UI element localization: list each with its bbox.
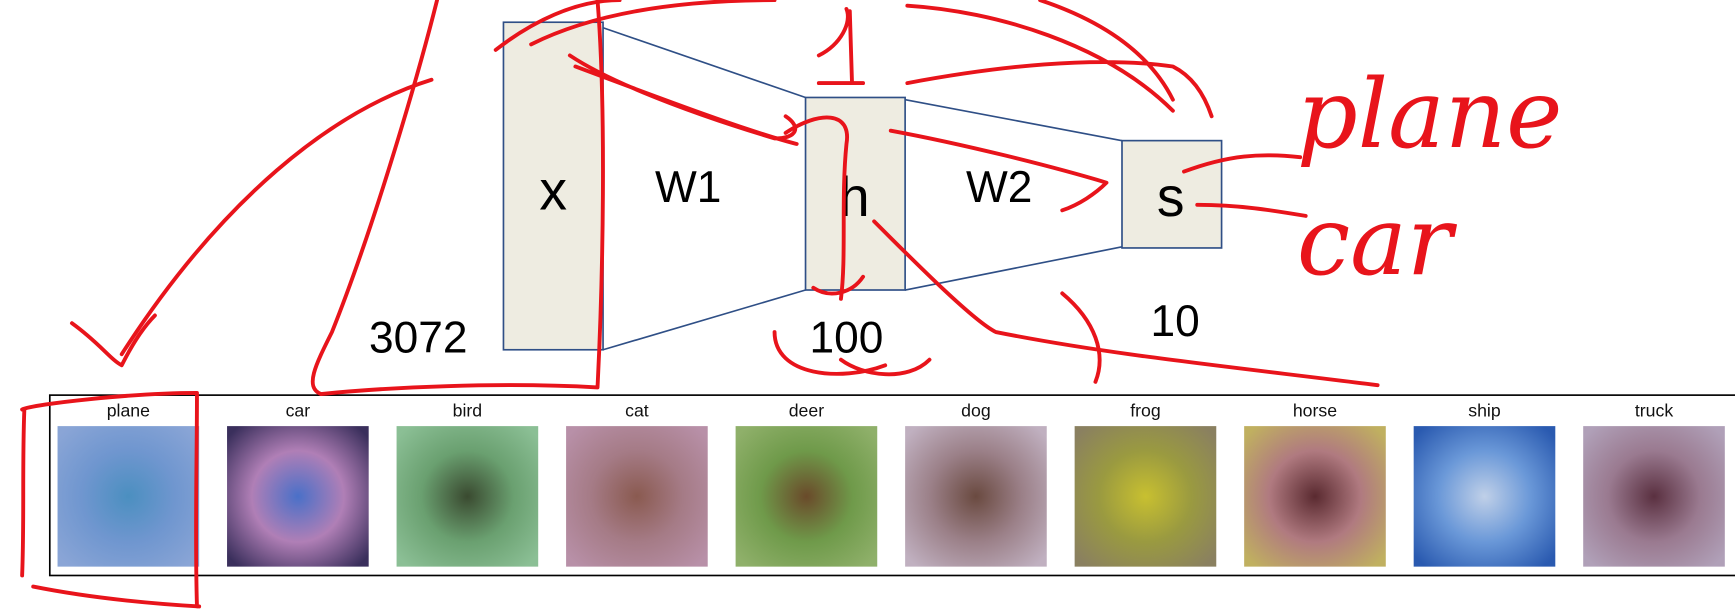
class-label: horse	[1293, 400, 1337, 420]
class-template-image	[736, 426, 878, 567]
class-template-image	[1075, 426, 1217, 567]
class-template-image	[1414, 426, 1556, 567]
class-template-image	[1583, 426, 1725, 567]
class-template-image	[1244, 426, 1386, 567]
class-template-image	[58, 426, 200, 567]
ink-stroke	[907, 0, 1211, 116]
node-label: s	[1157, 166, 1185, 228]
class-label: dog	[961, 400, 991, 420]
class-label: frog	[1130, 400, 1160, 420]
class-template-image	[227, 426, 369, 567]
class-template-image	[566, 426, 708, 567]
slide: x h s W1 W2 3072 100 10 planecarbirdcatd…	[0, 0, 1735, 611]
class-label: plane	[107, 400, 150, 420]
node-size: 10	[1150, 297, 1199, 346]
class-template-image	[397, 426, 539, 567]
class-template-image	[905, 426, 1047, 567]
node-size: 3072	[369, 314, 467, 363]
connector	[905, 100, 1122, 141]
edge-label: W2	[966, 163, 1032, 212]
annotation: plane	[1297, 60, 1563, 170]
class-templates: plane car bird cat deer dog frog horse ship truck	[58, 400, 1725, 566]
class-label: cat	[625, 400, 649, 420]
node-size: 100	[810, 314, 884, 363]
class-label: car	[286, 400, 311, 420]
class-label: deer	[789, 400, 825, 420]
node-label: x	[539, 159, 567, 221]
class-label: ship	[1468, 400, 1501, 420]
class-label: truck	[1635, 400, 1673, 420]
ink-stroke	[819, 9, 863, 83]
annotation: car	[1297, 187, 1458, 297]
edge-label: W1	[655, 163, 721, 212]
class-label: bird	[453, 400, 483, 420]
